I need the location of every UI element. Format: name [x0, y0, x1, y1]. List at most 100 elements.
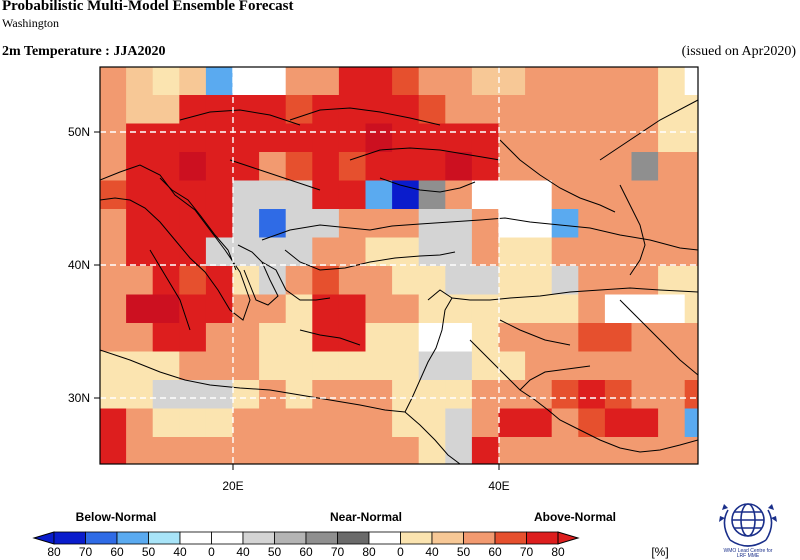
probability-cell — [392, 95, 420, 125]
probability-cell — [285, 294, 314, 324]
probability-cell — [471, 380, 500, 410]
probability-cell — [312, 152, 340, 182]
probability-cell — [392, 67, 420, 96]
probability-cell — [498, 437, 527, 464]
forecast-variable: 2m Temperature : JJA2020 — [2, 44, 166, 59]
probability-cell — [126, 294, 154, 324]
probability-cell — [604, 237, 633, 267]
probability-cell — [338, 323, 367, 353]
probability-cell — [471, 351, 500, 381]
probability-cell — [100, 95, 128, 125]
probability-cell — [392, 237, 420, 267]
probability-cell — [312, 266, 340, 296]
probability-cell — [232, 351, 261, 381]
probability-cell — [232, 123, 261, 153]
probability-cell — [100, 294, 128, 324]
legend-above-normal: Above-Normal — [534, 510, 616, 524]
probability-cell — [525, 380, 553, 410]
probability-cell — [285, 95, 314, 125]
probability-cell — [179, 67, 207, 96]
probability-cell — [232, 237, 261, 267]
probability-cell — [312, 123, 340, 153]
legend-tick-label: 40 — [173, 545, 187, 559]
probability-cell — [392, 152, 420, 182]
probability-cell — [551, 95, 580, 125]
probability-cell — [338, 180, 367, 210]
probability-cell — [338, 437, 367, 464]
probability-cell — [684, 380, 698, 410]
probability-cell — [551, 152, 580, 182]
probability-cell — [392, 294, 420, 324]
legend-tick-label: 80 — [362, 545, 376, 559]
lat-label-50n: 50N — [68, 125, 90, 139]
probability-cell — [392, 380, 420, 410]
probability-cell — [684, 408, 698, 438]
probability-cell — [285, 237, 314, 267]
probability-cell — [471, 67, 500, 96]
graticule — [100, 67, 698, 464]
probability-cell — [126, 351, 154, 381]
probability-cell — [525, 437, 553, 464]
probability-cell — [631, 351, 660, 381]
page-title: Probabilistic Multi-Model Ensemble Forec… — [2, 0, 294, 14]
probability-cell — [179, 237, 207, 267]
legend-tick-label: 60 — [299, 545, 313, 559]
probability-cell — [498, 294, 527, 324]
probability-cell — [578, 237, 606, 267]
probability-cell — [578, 437, 606, 464]
probability-cell — [392, 266, 420, 296]
probability-cell — [551, 209, 580, 239]
probability-cell — [179, 266, 207, 296]
probability-cell — [525, 123, 553, 153]
lon-label-40e: 40E — [488, 479, 509, 493]
probability-cell — [338, 123, 367, 153]
probability-cell — [205, 152, 234, 182]
probability-cell — [126, 67, 154, 96]
legend-swatch — [305, 531, 338, 545]
probability-cell — [498, 67, 527, 96]
legend-swatch — [400, 531, 433, 545]
probability-cell — [418, 437, 447, 464]
probability-cell — [658, 67, 686, 96]
probability-cell — [445, 408, 473, 438]
probability-cell — [100, 408, 128, 438]
probability-cell — [259, 152, 287, 182]
probability-cell — [604, 294, 633, 324]
legend-swatch — [242, 531, 275, 545]
probability-cell — [152, 67, 181, 96]
probability-cell — [152, 323, 181, 353]
probability-cell — [631, 67, 660, 96]
wmo-logo — [719, 503, 777, 547]
probability-cell — [365, 180, 394, 210]
probability-cell — [498, 123, 527, 153]
legend-unit: [%] — [651, 545, 668, 559]
probability-cell — [232, 437, 261, 464]
probability-cell — [631, 408, 660, 438]
probability-cell — [312, 380, 340, 410]
probability-cell — [392, 180, 420, 210]
probability-cell — [551, 123, 580, 153]
probability-cell — [205, 351, 234, 381]
probability-cell — [418, 380, 447, 410]
probability-cell — [604, 323, 633, 353]
probability-cell — [100, 209, 128, 239]
probability-cell — [179, 323, 207, 353]
probability-cell — [525, 67, 553, 96]
probability-cell — [445, 123, 473, 153]
probability-cell — [684, 67, 698, 96]
probability-cell — [259, 95, 287, 125]
probability-cell — [551, 266, 580, 296]
issued-date: (issued on Apr2020) — [681, 44, 796, 59]
legend-tick-label: 40 — [236, 545, 250, 559]
probability-cell — [658, 209, 686, 239]
probability-cell — [285, 266, 314, 296]
probability-cell — [285, 323, 314, 353]
probability-cell — [205, 180, 234, 210]
probability-cell — [445, 180, 473, 210]
probability-cell — [631, 152, 660, 182]
probability-cell — [658, 123, 686, 153]
probability-cell — [418, 95, 447, 125]
probability-cell — [418, 294, 447, 324]
probability-cell — [418, 67, 447, 96]
probability-cell — [445, 237, 473, 267]
